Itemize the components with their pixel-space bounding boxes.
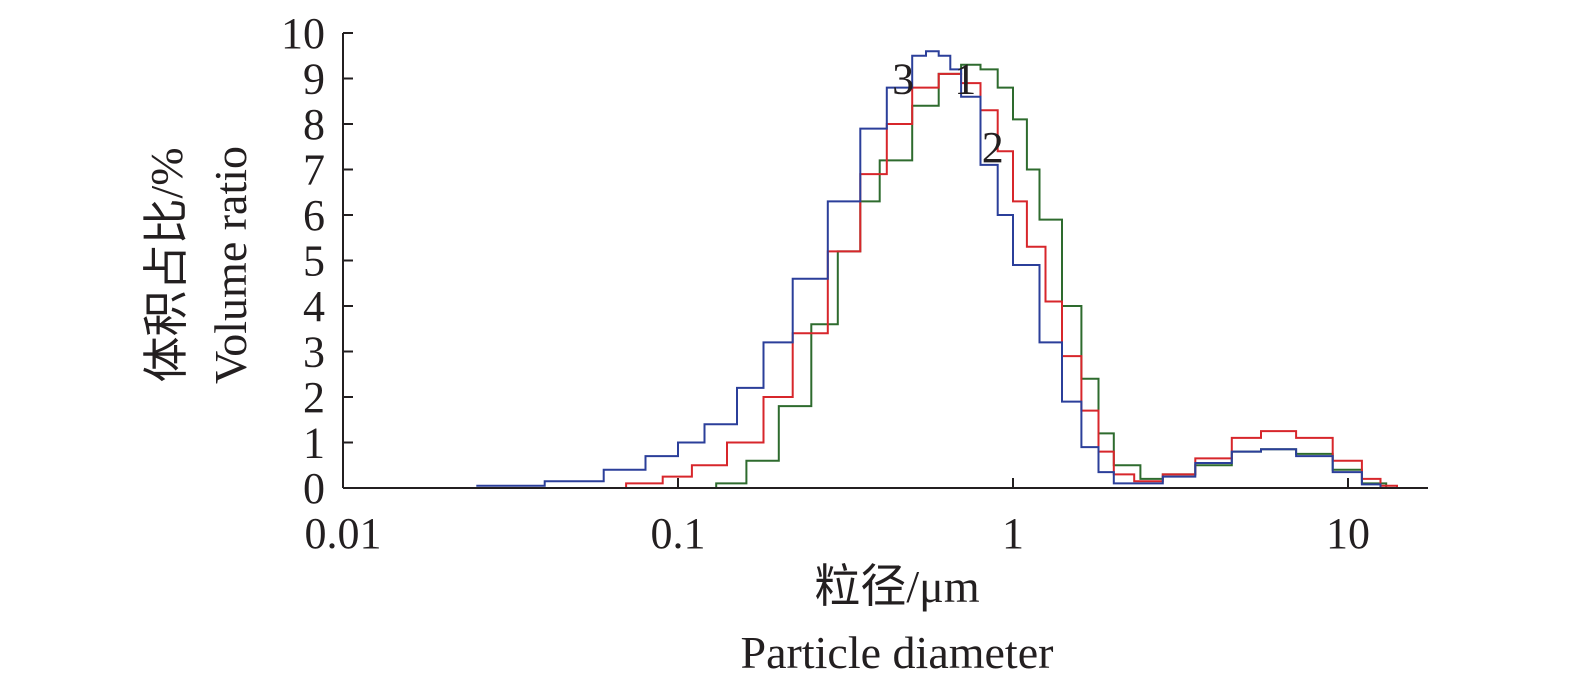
series-layer <box>476 50 1398 489</box>
x-axis-label-en: Particle diameter <box>741 627 1054 678</box>
y-tick-label: 5 <box>303 237 325 286</box>
y-axis-label-zh: 体积占比/% <box>141 147 192 382</box>
y-tick-label: 7 <box>303 146 325 195</box>
curve-labels: 3 12 <box>892 55 1004 172</box>
series-line-2 <box>591 72 1398 489</box>
curve-label-2: 2 <box>982 123 1004 172</box>
y-tick-label: 9 <box>303 55 325 104</box>
y-tick-label: 0 <box>303 464 325 513</box>
series-line-1 <box>678 63 1388 489</box>
series-line-3 <box>476 50 1382 488</box>
x-axis-ticks: 0.01 0.1 1 10 <box>305 478 1370 558</box>
y-tick-label: 8 <box>303 100 325 149</box>
x-tick-label: 0.1 <box>651 509 706 558</box>
curve-label-1: 1 <box>954 55 976 104</box>
x-tick-label: 1 <box>1002 509 1024 558</box>
y-tick-label: 6 <box>303 191 325 240</box>
curve-label-3: 3 <box>892 55 914 104</box>
x-tick-label: 10 <box>1326 509 1370 558</box>
y-tick-label: 4 <box>303 282 325 331</box>
y-tick-label: 3 <box>303 328 325 377</box>
y-axis-label-en: Volume ratio <box>205 146 256 384</box>
x-tick-label: 0.01 <box>305 509 382 558</box>
x-axis-label-zh: 粒径/μm <box>814 561 979 612</box>
y-tick-label: 10 <box>281 9 325 58</box>
y-tick-label: 2 <box>303 373 325 422</box>
y-tick-label: 1 <box>303 419 325 468</box>
